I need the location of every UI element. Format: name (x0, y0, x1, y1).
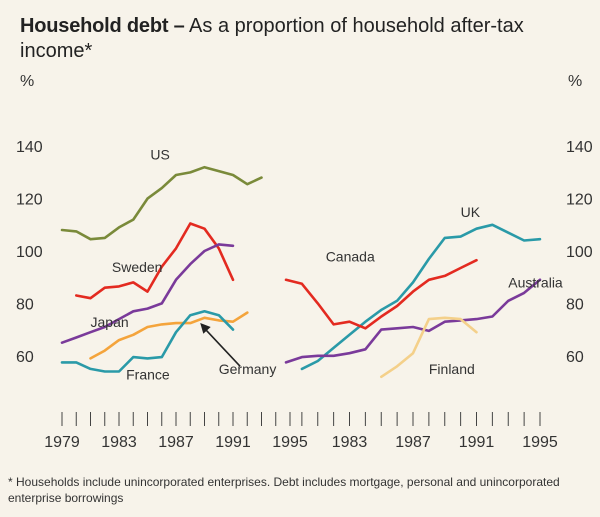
series-line-sweden (75, 222, 235, 300)
series-label-finland: Finland (429, 361, 475, 377)
x-tick-label-right: 1991 (459, 434, 495, 451)
y-tick-right: 80 (566, 296, 584, 313)
chart-title: Household debt – As a proportion of hous… (20, 14, 580, 64)
y-tick-right: 140 (566, 139, 593, 156)
series-line-uk (300, 223, 542, 371)
series-layer (60, 165, 542, 379)
y-tick-right: 60 (566, 349, 584, 366)
footnote: * Households include unincorporated ente… (8, 475, 560, 505)
series-label-canada: Canada (326, 248, 375, 264)
y-unit-right: % (568, 73, 582, 90)
series-label-australia: Australia (508, 275, 563, 291)
y-tick-left: 60 (16, 349, 34, 366)
series-line-australia (284, 278, 542, 364)
germany-arrow-head (200, 323, 211, 334)
x-tick-label-left: 1979 (44, 434, 80, 451)
chart-title-bold: Household debt – (20, 15, 185, 37)
series-line-germany (89, 311, 249, 360)
x-tick-label-right: 1995 (522, 434, 558, 451)
series-line-japan (60, 243, 235, 345)
x-tick-label-left: 1991 (215, 434, 251, 451)
series-label-uk: UK (461, 204, 481, 220)
germany-arrow-line (203, 327, 241, 367)
x-tick-label-left: 1983 (101, 434, 137, 451)
y-tick-right: 120 (566, 192, 593, 209)
series-line-france (60, 309, 235, 373)
label-layer: US Sweden Japan Germany France UK Canada Austra… (91, 146, 563, 382)
series-label-france: France (126, 366, 170, 382)
axes-layer: % % 60 60 80 80 100 100 120 120 140 140 1979 1983 1987… (16, 73, 593, 451)
series-line-canada (284, 258, 478, 330)
series-label-us: US (150, 146, 169, 162)
y-tick-right: 100 (566, 244, 593, 261)
y-tick-left: 140 (16, 139, 43, 156)
x-tick-label-left: 1995 (272, 434, 308, 451)
y-tick-left: 80 (16, 296, 34, 313)
y-tick-left: 100 (16, 244, 43, 261)
x-tick-label-right: 1983 (332, 434, 368, 451)
x-tick-label-right: 1987 (395, 434, 431, 451)
series-label-japan: Japan (91, 314, 129, 330)
chart-subtitle: As a proportion of household after-tax i… (20, 15, 524, 62)
series-line-us (60, 165, 263, 241)
y-tick-left: 120 (16, 192, 43, 209)
series-label-germany: Germany (219, 361, 277, 377)
y-unit-left: % (20, 73, 34, 90)
x-tick-label-left: 1987 (158, 434, 194, 451)
series-line-finland (379, 316, 478, 379)
series-label-sweden: Sweden (112, 259, 163, 275)
